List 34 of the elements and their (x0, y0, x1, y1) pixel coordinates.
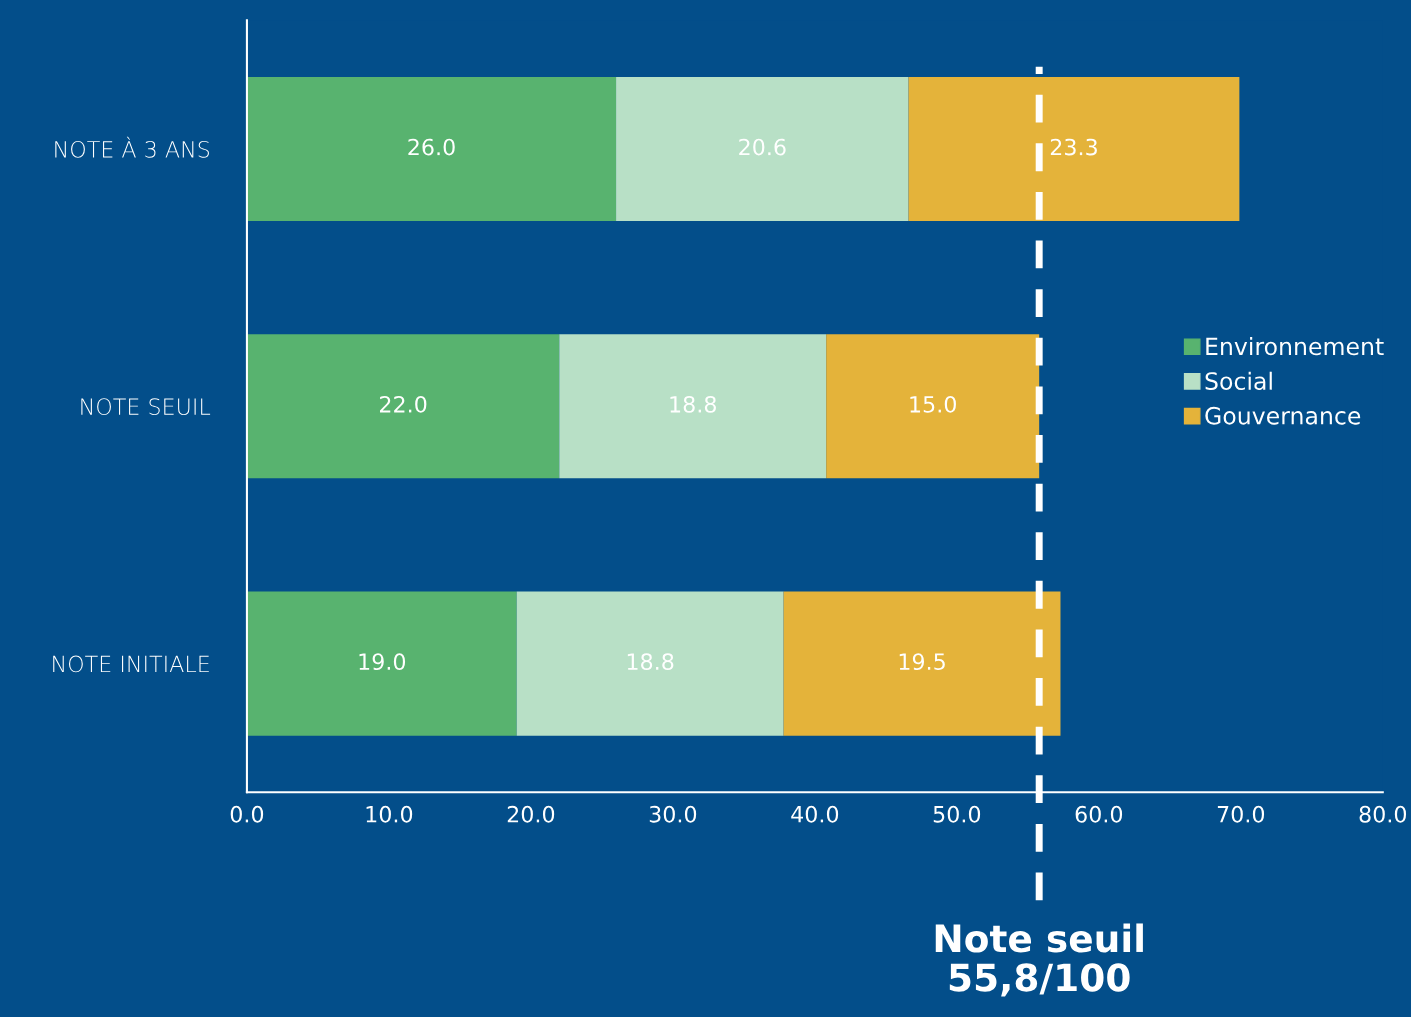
data-label: 18.8 (627, 653, 674, 671)
bar (616, 76, 909, 222)
data-label: 22.0 (379, 395, 427, 413)
x-tick-label: 60.0 (1075, 805, 1123, 823)
x-tick-label: 10.0 (366, 805, 413, 823)
bar (783, 591, 1061, 736)
y-tick-label: NOTE À 3 ANS (55, 136, 209, 158)
data-label: 18.8 (670, 395, 716, 413)
x-tick-label: 20.0 (507, 805, 555, 823)
legend-label: Environnement (1206, 337, 1384, 356)
bar (246, 334, 560, 479)
bar (246, 76, 617, 222)
y-tick-label: NOTE SEUIL (81, 398, 211, 416)
bar (246, 591, 517, 736)
legend-label: Gouvernance (1205, 406, 1361, 425)
bar (826, 334, 1040, 479)
data-label: 20.6 (739, 138, 786, 156)
bar (516, 591, 784, 736)
data-label: 26.0 (408, 138, 455, 156)
x-tick-label: 70.0 (1217, 805, 1265, 823)
x-tick-label: 50.0 (933, 805, 981, 823)
x-tick-label: 80.0 (1359, 805, 1407, 823)
data-label: 19.0 (359, 653, 406, 671)
bar (908, 76, 1240, 222)
data-label: 23.3 (1050, 138, 1097, 156)
data-label: 19.5 (899, 653, 945, 671)
x-tick-label: 30.0 (649, 805, 697, 823)
data-label: 15.0 (910, 395, 956, 413)
bar (559, 334, 827, 479)
x-tick-label: 0.0 (230, 805, 264, 823)
y-tick-label: NOTE INITIALE (53, 655, 209, 673)
x-tick-label: 40.0 (791, 805, 839, 823)
legend-label: Social (1205, 371, 1272, 390)
ref-line-label: Note seuil 55,8/100 (935, 923, 1143, 997)
